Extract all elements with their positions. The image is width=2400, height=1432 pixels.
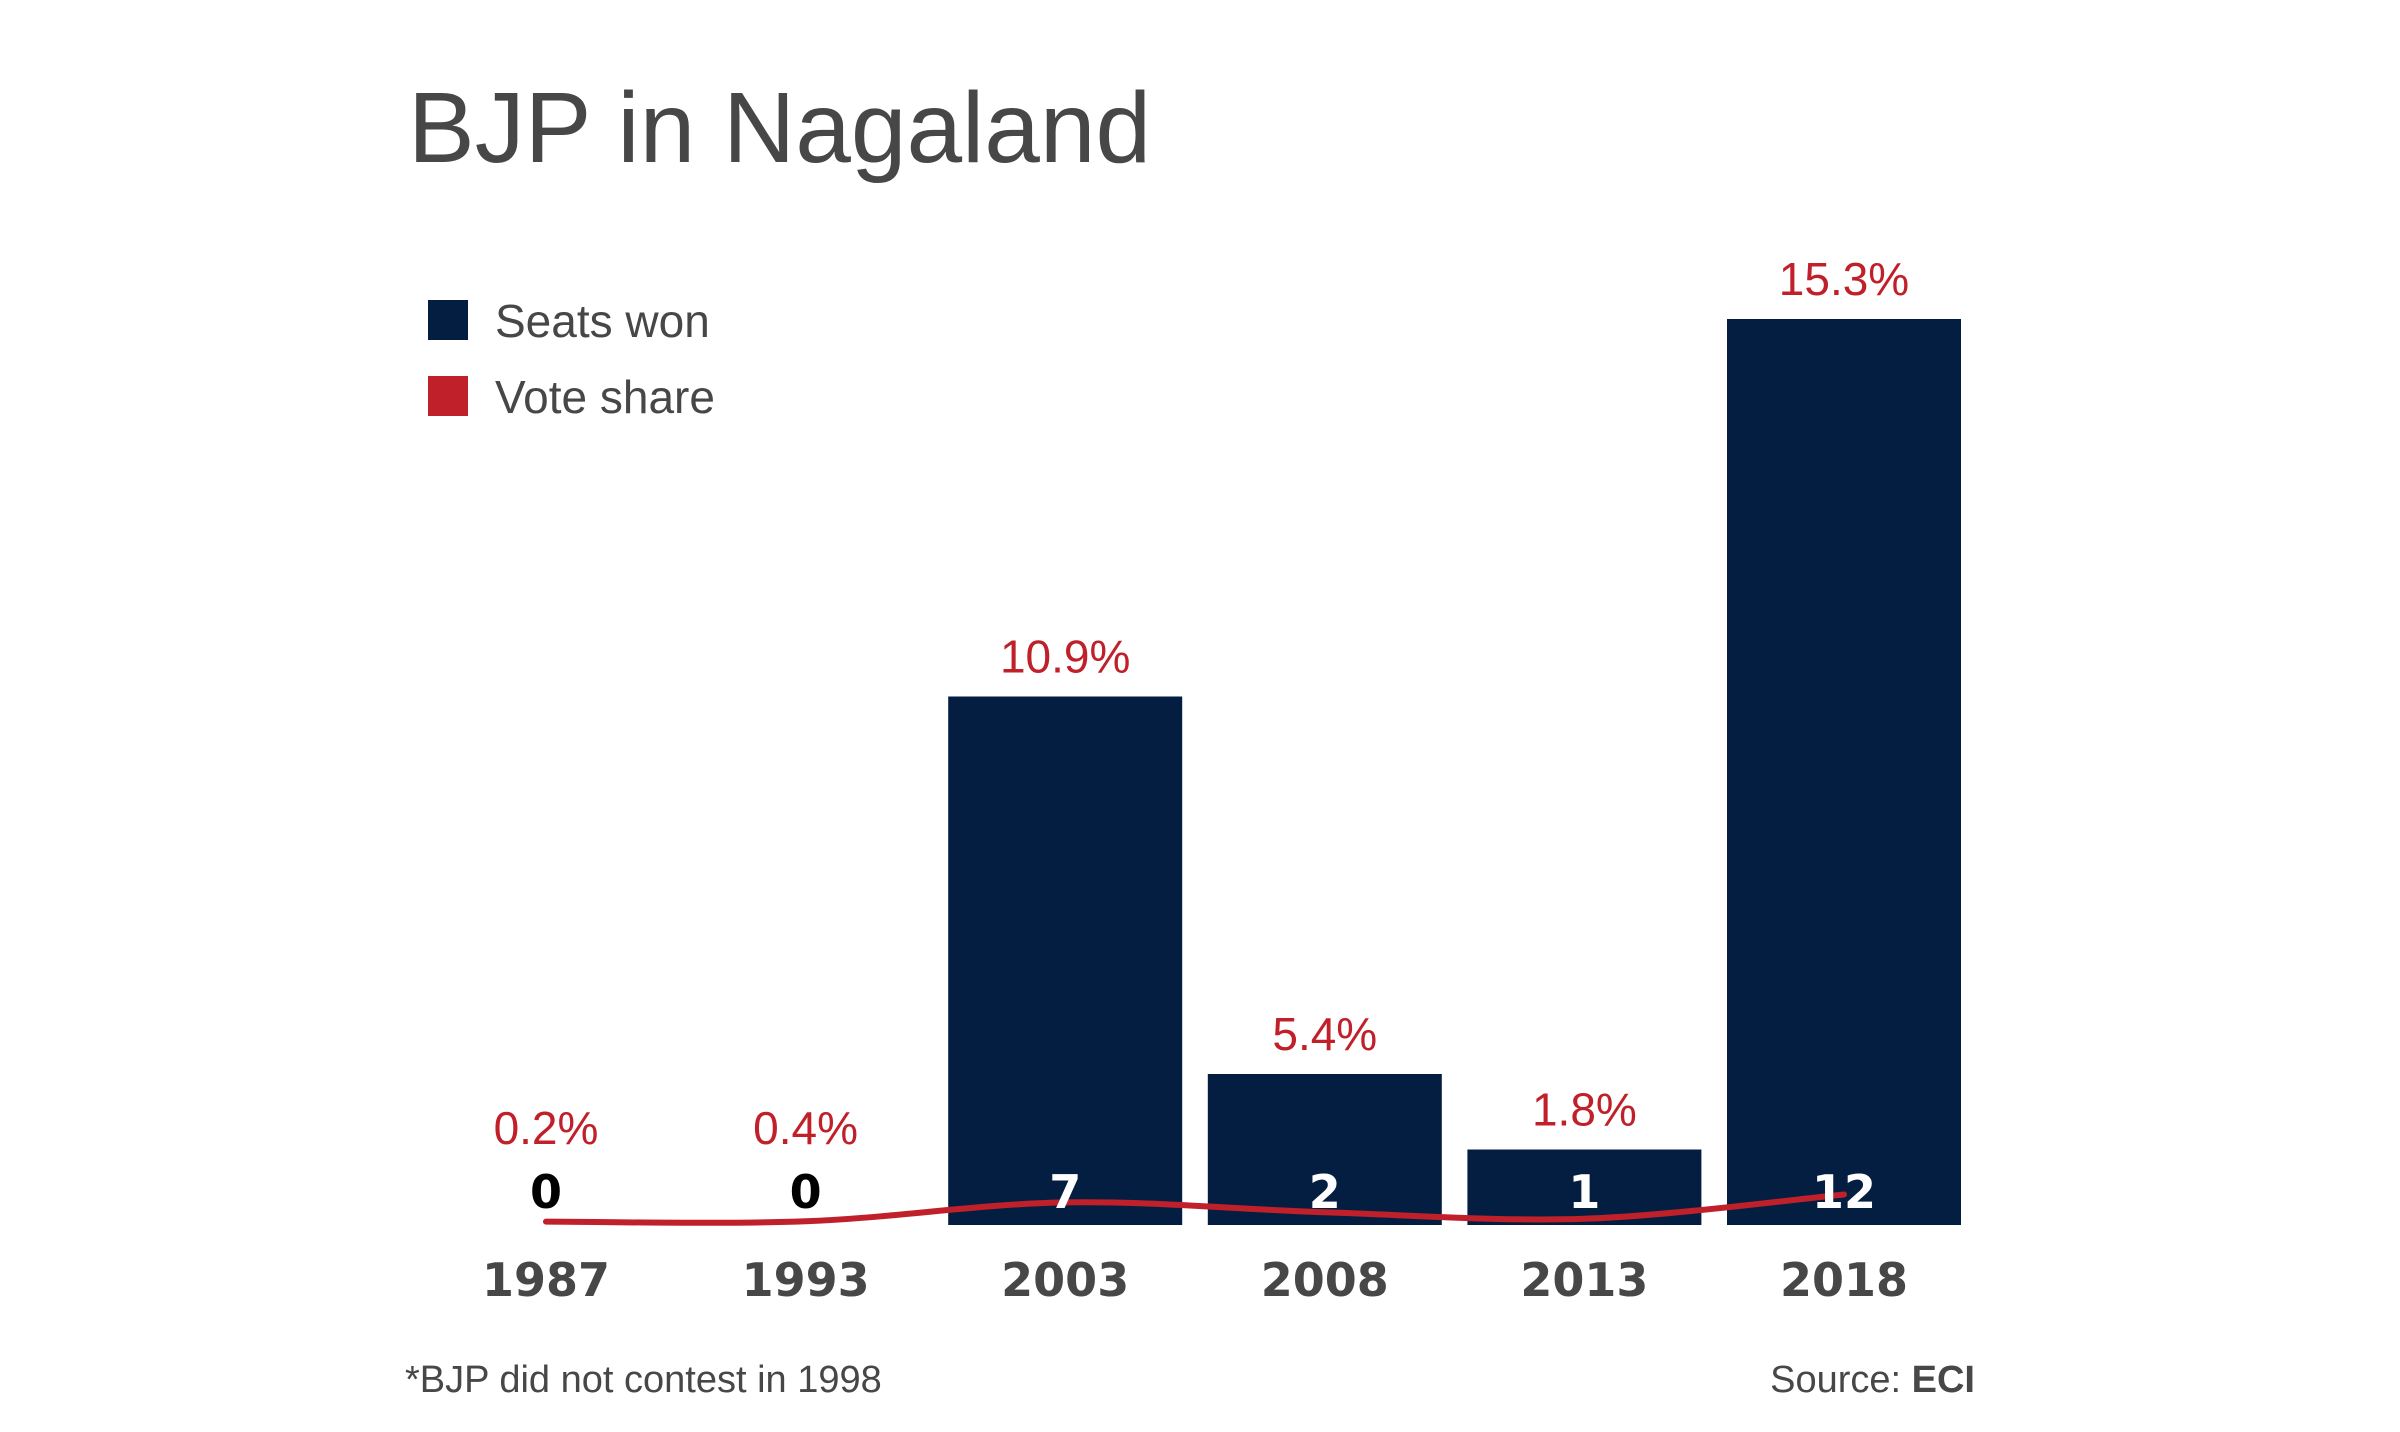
seat-label-2008: 2 bbox=[1309, 1165, 1341, 1219]
vote-share-line bbox=[543, 1191, 1847, 1226]
vote-label-2013: 1.8% bbox=[1532, 1084, 1637, 1136]
bar-2008 bbox=[1207, 1074, 1442, 1225]
vote-label-2018: 15.3% bbox=[1779, 253, 1909, 305]
x-tick-1993: 1993 bbox=[742, 1253, 870, 1307]
legend-label-seats: Seats won bbox=[495, 295, 710, 347]
seat-label-1987: 0 bbox=[530, 1165, 562, 1219]
vote-label-2003: 10.9% bbox=[1000, 631, 1130, 683]
footnote: *BJP did not contest in 1998 bbox=[405, 1359, 882, 1401]
labels: 0.2% 0 1987 0.4% 0 1993 10.9% 7 2003 5.4% 2 2008 1.8… bbox=[482, 253, 1909, 1307]
x-tick-2008: 2008 bbox=[1261, 1253, 1389, 1307]
x-tick-1987: 1987 bbox=[482, 1253, 610, 1307]
vote-label-1993: 0.4% bbox=[753, 1102, 858, 1154]
seat-label-2018: 12 bbox=[1812, 1165, 1876, 1219]
bars bbox=[948, 319, 1961, 1225]
chart-title: BJP in Nagaland bbox=[408, 72, 1151, 184]
seat-label-1993: 0 bbox=[790, 1165, 822, 1219]
x-tick-2013: 2013 bbox=[1520, 1253, 1648, 1307]
legend-label-vote: Vote share bbox=[495, 371, 715, 423]
seat-label-2003: 7 bbox=[1049, 1165, 1081, 1219]
vote-label-2008: 5.4% bbox=[1272, 1008, 1377, 1060]
legend-swatch-seats bbox=[428, 300, 468, 340]
seat-label-2013: 1 bbox=[1568, 1165, 1600, 1219]
vote-label-1987: 0.2% bbox=[494, 1102, 599, 1154]
bar-2018 bbox=[1727, 319, 1961, 1225]
x-tick-2003: 2003 bbox=[1001, 1253, 1129, 1307]
source: Source: ECI bbox=[1770, 1359, 1975, 1401]
x-tick-2018: 2018 bbox=[1780, 1253, 1908, 1307]
source-label: Source: bbox=[1770, 1359, 1901, 1401]
legend-swatch-vote bbox=[428, 376, 468, 416]
bar-2003 bbox=[948, 696, 1183, 1225]
legend: Seats won Vote share bbox=[428, 295, 715, 423]
source-name: ECI bbox=[1912, 1359, 1975, 1401]
